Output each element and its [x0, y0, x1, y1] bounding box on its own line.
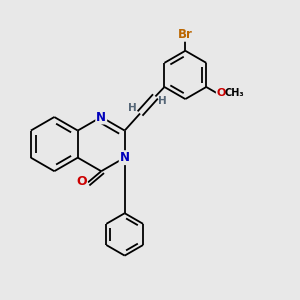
Text: Br: Br [178, 28, 193, 41]
Text: H: H [128, 103, 137, 113]
Text: O: O [217, 88, 226, 98]
Text: N: N [96, 110, 106, 124]
Text: O: O [76, 175, 86, 188]
Text: N: N [120, 151, 130, 164]
Text: CH₃: CH₃ [224, 88, 244, 98]
Text: H: H [158, 96, 167, 106]
